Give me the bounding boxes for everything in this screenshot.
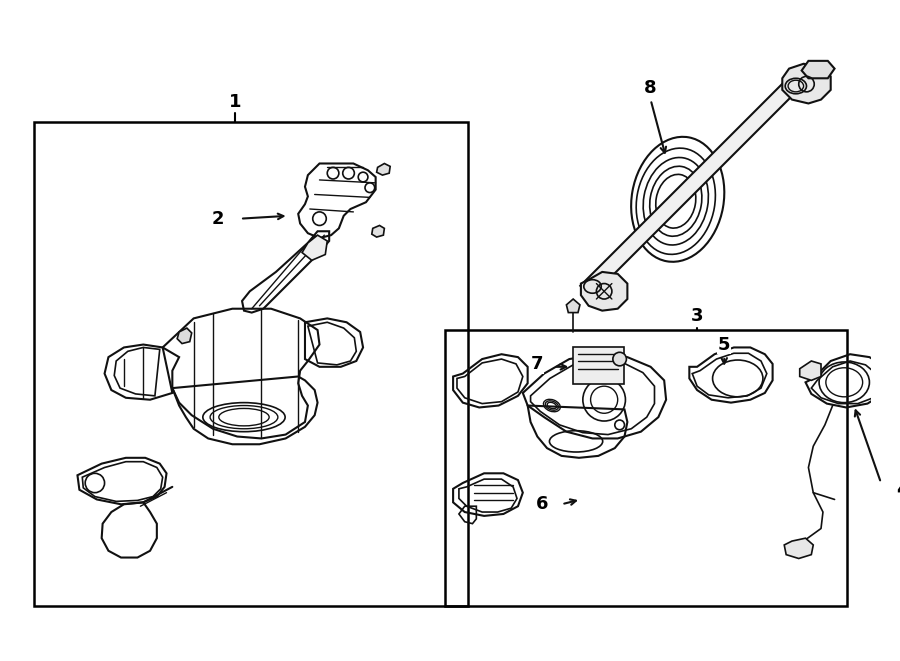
Text: 2: 2 (212, 210, 224, 227)
Circle shape (613, 352, 626, 366)
Text: 8: 8 (644, 79, 657, 97)
Polygon shape (302, 235, 328, 260)
Polygon shape (802, 61, 834, 78)
Polygon shape (372, 225, 384, 237)
Text: 3: 3 (691, 307, 703, 325)
Polygon shape (784, 538, 814, 559)
Polygon shape (376, 163, 391, 175)
Text: 1: 1 (229, 93, 241, 112)
Polygon shape (580, 272, 627, 311)
Polygon shape (566, 299, 580, 313)
Polygon shape (573, 348, 624, 384)
Polygon shape (782, 63, 831, 104)
Text: 6: 6 (536, 495, 548, 514)
Text: 7: 7 (531, 355, 544, 373)
Polygon shape (800, 361, 821, 380)
Polygon shape (580, 77, 799, 297)
Text: 4: 4 (896, 481, 900, 499)
Text: 5: 5 (718, 336, 731, 354)
Polygon shape (177, 328, 192, 344)
